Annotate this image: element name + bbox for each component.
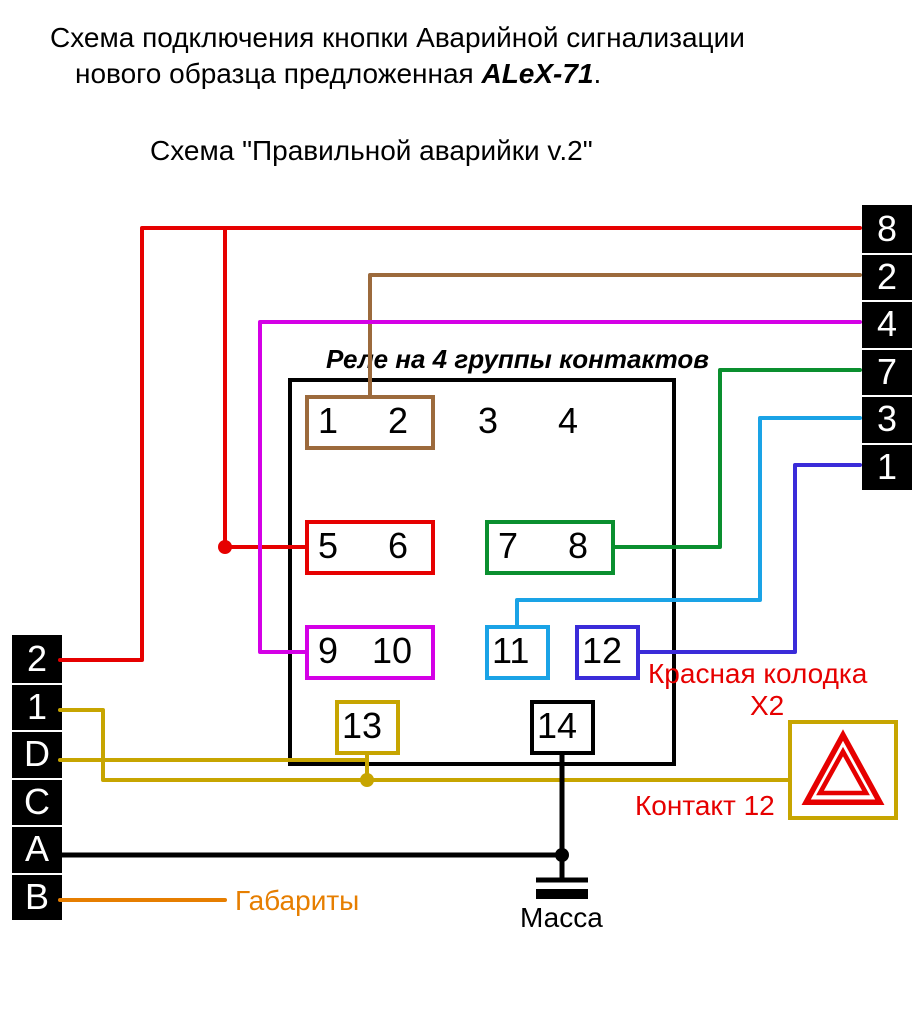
connector-right: 824731 xyxy=(862,205,912,490)
title-line2-prefix: нового образца предложенная xyxy=(75,58,481,89)
connector-pin-3: 3 xyxy=(862,397,912,445)
label-contact-12: Контакт 12 xyxy=(635,790,775,822)
pin-7: 7 xyxy=(498,525,518,567)
connector-pin-1: 1 xyxy=(862,445,912,493)
connector-pin-B: B xyxy=(12,875,62,923)
connector-pin-7: 7 xyxy=(862,350,912,398)
connector-pin-C: C xyxy=(12,780,62,828)
pin-10: 10 xyxy=(372,630,412,672)
title-line2: нового образца предложенная ALeX-71. xyxy=(75,58,601,90)
pin-11: 11 xyxy=(492,630,529,672)
title-author: ALeX-71 xyxy=(481,58,593,89)
relay-label: Реле на 4 группы контактов xyxy=(326,344,709,375)
connector-pin-D: D xyxy=(12,732,62,780)
pin-9: 9 xyxy=(318,630,338,672)
pin-3: 3 xyxy=(478,400,498,442)
subtitle: Схема "Правильной аварийки v.2" xyxy=(150,135,593,167)
title-line1: Схема подключения кнопки Аварийной сигна… xyxy=(50,22,745,54)
label-red-block-x2: X2 xyxy=(750,690,784,722)
label-red-block: Красная колодка xyxy=(648,658,867,690)
connector-left: 21DCAB xyxy=(12,635,62,920)
connector-pin-A: A xyxy=(12,827,62,875)
diagram-canvas: Схема подключения кнопки Аварийной сигна… xyxy=(0,0,922,1024)
connector-pin-4: 4 xyxy=(862,302,912,350)
connector-pin-1: 1 xyxy=(12,685,62,733)
label-gabarit: Габариты xyxy=(235,885,359,917)
hazard-triangle-icon xyxy=(792,724,894,816)
pin-8: 8 xyxy=(568,525,588,567)
title-line2-suffix: . xyxy=(594,58,602,89)
pin-2: 2 xyxy=(388,400,408,442)
pin-13: 13 xyxy=(342,705,382,747)
pin-4: 4 xyxy=(558,400,578,442)
connector-pin-2: 2 xyxy=(862,255,912,303)
pin-12: 12 xyxy=(582,630,622,672)
connector-pin-8: 8 xyxy=(862,207,912,255)
pin-5: 5 xyxy=(318,525,338,567)
label-massa: Масса xyxy=(520,902,603,934)
pin-6: 6 xyxy=(388,525,408,567)
hazard-triangle-box xyxy=(788,720,898,820)
pin-1: 1 xyxy=(318,400,338,442)
connector-pin-2: 2 xyxy=(12,637,62,685)
pin-14: 14 xyxy=(537,705,577,747)
